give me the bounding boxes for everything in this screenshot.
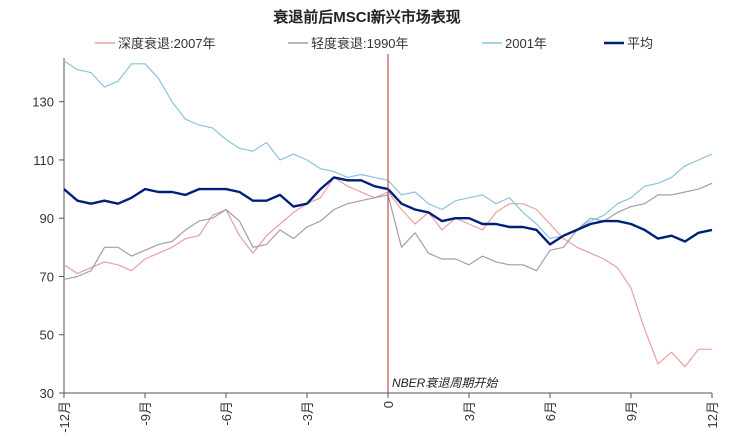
y-tick-label: 110 <box>33 153 54 168</box>
legend-label-0: 深度衰退:2007年 <box>118 36 216 51</box>
y-tick-label: 90 <box>40 211 54 226</box>
x-tick-label: -12月 <box>57 401 72 433</box>
legend: 深度衰退:2007年 轻度衰退:1990年 2001年 平均 <box>95 36 653 51</box>
x-tick-label: -3月 <box>300 401 315 426</box>
y-tick-label: 30 <box>40 386 54 401</box>
legend-label-3: 平均 <box>627 36 653 51</box>
legend-label-2: 2001年 <box>505 36 547 51</box>
x-tick-label: 0 <box>381 401 396 408</box>
legend-label-1: 轻度衰退:1990年 <box>311 36 409 51</box>
x-tick-label: 3月 <box>462 401 477 421</box>
x-tick-label: -9月 <box>138 401 153 426</box>
recession-start-label: NBER衰退周期开始 <box>392 376 498 390</box>
x-tick-label: 9月 <box>624 401 639 421</box>
x-tick-label: 12月 <box>705 401 720 428</box>
y-tick-label: 50 <box>40 328 54 343</box>
y-tick-label: 70 <box>40 269 54 284</box>
axes: 30 50 70 90 110 130 -12月 -9月 -6月 -3月 0 3月 6月 9月 12月 <box>32 58 720 433</box>
chart-title: 衰退前后MSCI新兴市场表现 <box>272 8 461 26</box>
x-tick-label: 6月 <box>543 401 558 421</box>
y-tick-label: 130 <box>32 95 54 110</box>
x-tick-label: -6月 <box>219 401 234 426</box>
annotations: NBER衰退周期开始 <box>387 54 498 393</box>
